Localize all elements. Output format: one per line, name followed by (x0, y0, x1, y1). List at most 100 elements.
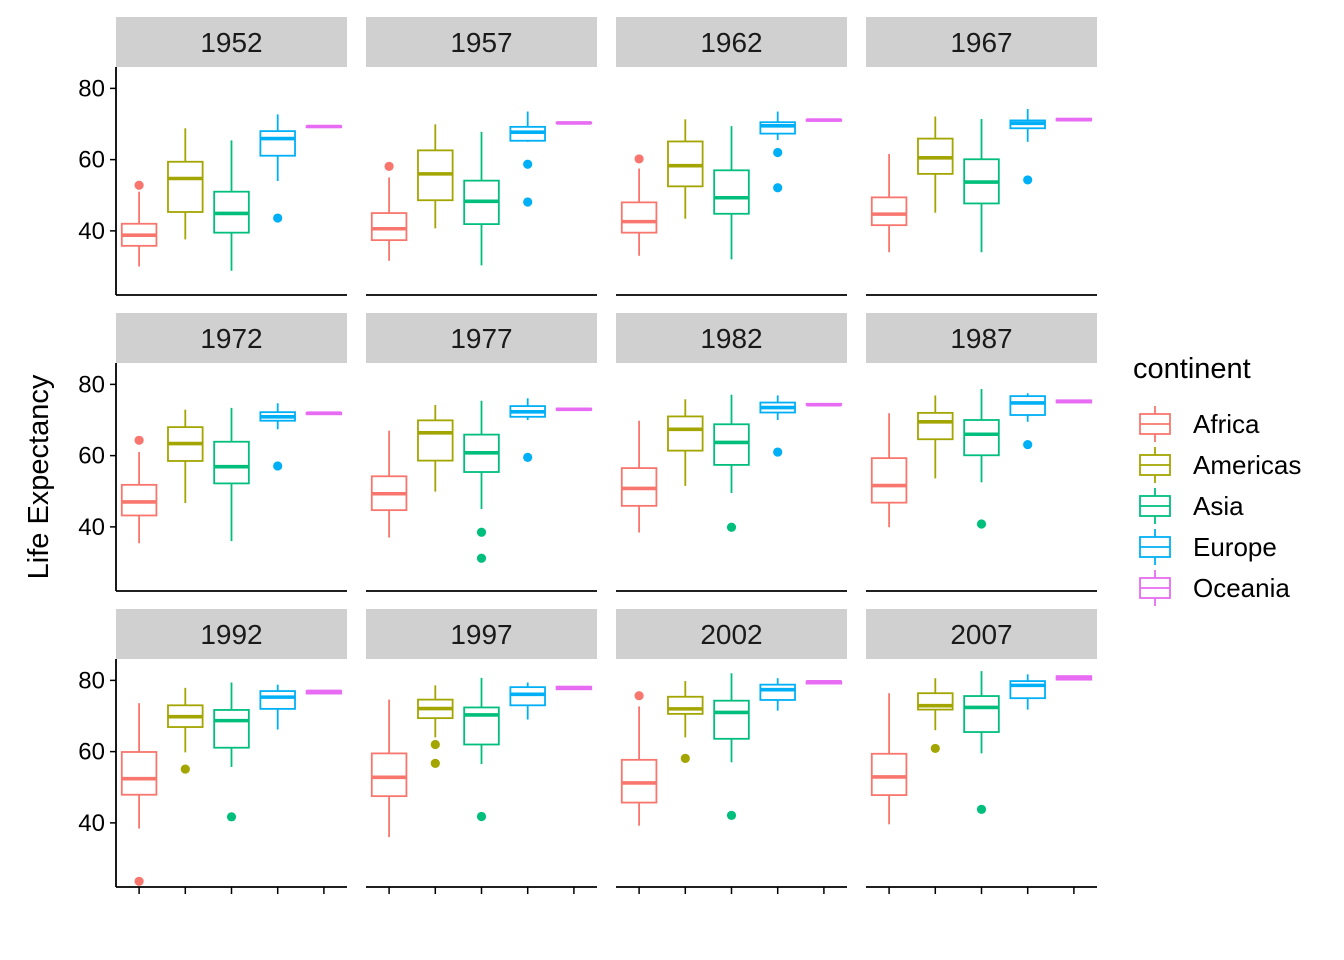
outlier-point (476, 527, 487, 537)
y-tick-label: 80 (78, 667, 105, 694)
outlier-point (930, 743, 940, 754)
box-americas (667, 681, 704, 763)
outlier-point (976, 519, 987, 529)
legend-label: Africa (1193, 409, 1260, 439)
y-tick-label: 60 (78, 739, 105, 766)
box-africa (120, 180, 158, 267)
box-iqr (370, 752, 408, 798)
box-americas (417, 685, 454, 768)
box-europe (1009, 109, 1046, 185)
legend: continent Africa Americas Asia Europe Oceani… (1133, 353, 1301, 606)
facet-strip (116, 609, 347, 659)
outlier-point (134, 180, 144, 190)
legend-entry-americas: Americas (1139, 447, 1301, 483)
outlier-point (773, 447, 783, 457)
box-iqr (759, 683, 796, 701)
box-africa (370, 430, 408, 538)
box-oceania (805, 402, 843, 407)
box-europe (259, 403, 296, 471)
outlier-point (476, 811, 487, 822)
facet-panel-1952: 1952 40 60 80 (78, 17, 347, 296)
box-asia (213, 407, 250, 542)
outlier-point (384, 161, 394, 171)
facet-strip-label: 2007 (950, 619, 1012, 650)
y-tick-label: 40 (78, 218, 105, 245)
y-tick-label: 40 (78, 514, 105, 541)
box-europe (1009, 674, 1046, 710)
box-asia (213, 140, 250, 271)
box-asia (713, 673, 750, 820)
box-oceania (805, 679, 843, 685)
facet-strip (366, 609, 597, 659)
facet-panel-1992: 1992 40 60 80 (78, 609, 347, 894)
box-iqr (417, 419, 454, 462)
box-americas (417, 124, 454, 229)
legend-label: Americas (1193, 450, 1301, 480)
outlier-point (773, 183, 783, 193)
facet-strip (866, 17, 1097, 67)
box-iqr (120, 751, 158, 796)
outlier-point (726, 810, 737, 820)
facet-strip (366, 313, 597, 363)
box-iqr (509, 686, 546, 707)
box-africa (620, 420, 658, 533)
outlier-point (523, 197, 533, 207)
box-iqr (259, 130, 296, 157)
box-iqr (213, 709, 250, 749)
box-iqr (713, 423, 750, 466)
y-tick-label: 80 (78, 371, 105, 398)
box-iqr (667, 695, 704, 715)
facet-strip (866, 609, 1097, 659)
facet-strip-label: 1982 (700, 323, 762, 354)
facet-strip (366, 17, 597, 67)
outlier-point (634, 691, 644, 701)
outlier-point (523, 452, 533, 463)
box-africa (620, 154, 658, 256)
box-americas (417, 405, 454, 492)
outlier-point (430, 739, 440, 750)
facet-strip-label: 1967 (950, 27, 1012, 58)
facet-strip-label: 1957 (450, 27, 512, 58)
box-americas (917, 116, 954, 213)
facet-strip-label: 1987 (950, 323, 1012, 354)
box-asia (963, 389, 1000, 529)
box-asia (463, 131, 500, 266)
box-africa (870, 413, 908, 528)
box-oceania (1055, 117, 1093, 122)
facet-panel-2002: 2002 (616, 609, 847, 894)
facet-panel-1972: 1972 40 60 80 (78, 313, 347, 592)
facet-strip (866, 313, 1097, 363)
box-africa (370, 161, 408, 261)
box-americas (167, 128, 204, 240)
box-americas (917, 678, 954, 754)
box-iqr (870, 457, 908, 504)
facet-strip (616, 313, 847, 363)
box-iqr (870, 196, 908, 227)
facet-panel-1957: 1957 (366, 17, 597, 296)
facet-panel-1967: 1967 (866, 17, 1097, 296)
box-americas (167, 409, 204, 504)
box-oceania (1055, 399, 1093, 404)
facet-panel-1987: 1987 (866, 313, 1097, 592)
outlier-point (273, 461, 283, 471)
facet-strip-label: 1962 (700, 27, 762, 58)
box-africa (120, 703, 158, 886)
box-europe (259, 684, 296, 730)
box-iqr (1009, 395, 1046, 416)
box-europe (509, 682, 546, 720)
box-asia (713, 126, 750, 260)
outlier-point (976, 804, 987, 814)
facet-strip (116, 313, 347, 363)
box-americas (917, 395, 954, 479)
y-tick-label: 60 (78, 443, 105, 470)
facet-strip-label: 2002 (700, 619, 762, 650)
y-tick-label: 40 (78, 810, 105, 837)
legend-label: Europe (1193, 532, 1277, 562)
outlier-point (1023, 175, 1033, 185)
box-iqr (917, 411, 954, 441)
legend-entry-oceania: Oceania (1139, 570, 1290, 606)
outlier-point (680, 753, 690, 763)
facet-panel-1962: 1962 (616, 17, 847, 296)
legend-title: continent (1133, 353, 1251, 385)
